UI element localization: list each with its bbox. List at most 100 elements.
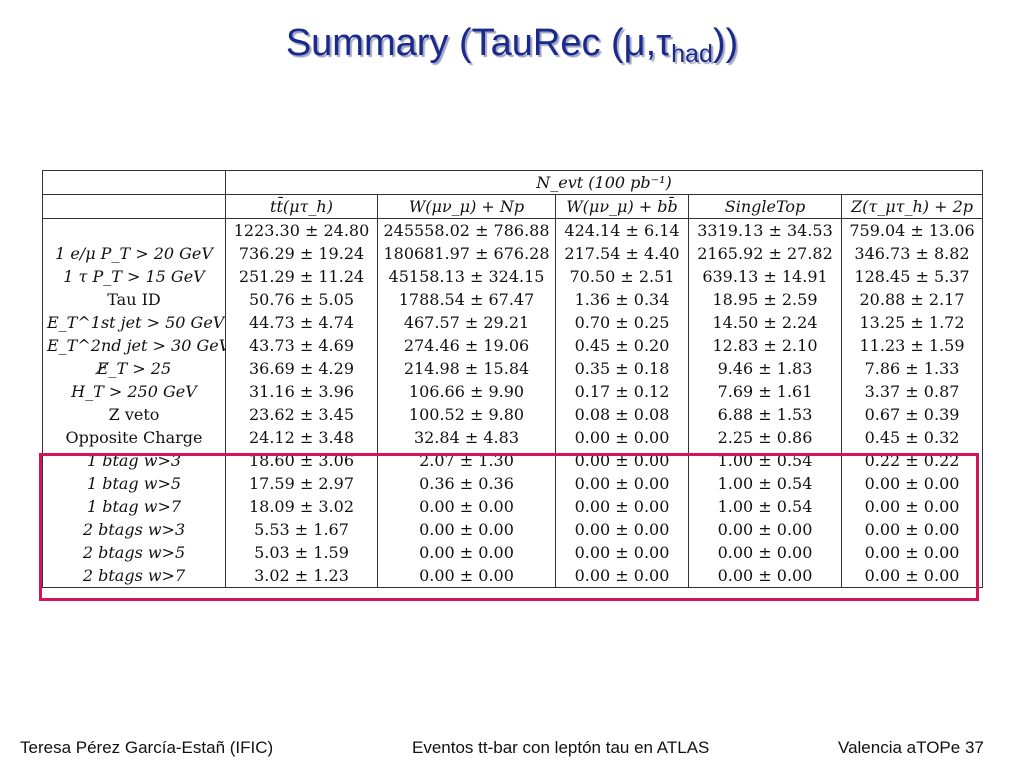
slide-title: Summary (TauRec (μ,τhad)) [0, 22, 1024, 69]
table-cell: 2.25 ± 0.86 [688, 426, 842, 449]
table-cell: 45158.13 ± 324.15 [377, 265, 556, 288]
table-cell: 467.57 ± 29.21 [377, 311, 556, 334]
corner-cell [42, 170, 226, 195]
row-label: 1 btag w>5 [42, 472, 226, 495]
column-header-row: tt̄(μτ_h) W(μν_μ) + Np W(μν_μ) + bb̄ Sin… [42, 194, 984, 219]
table-row: 1 btag w>7 18.09 ± 3.02 0.00 ± 0.00 0.00 ± … [42, 495, 984, 518]
table-cell: 0.67 ± 0.39 [840, 403, 984, 426]
table-cell: 20.88 ± 2.17 [840, 288, 984, 311]
table-cell: 0.00 ± 0.00 [840, 564, 984, 588]
table-cell: 7.69 ± 1.61 [688, 380, 842, 403]
table-cell: 1223.30 ± 24.80 [225, 218, 378, 242]
table-cell: 736.29 ± 19.24 [225, 242, 378, 265]
table-cell: 0.00 ± 0.00 [688, 518, 842, 541]
table-cell: 12.83 ± 2.10 [688, 334, 842, 357]
table-cell: 3.02 ± 1.23 [225, 564, 378, 588]
table-cell: 1788.54 ± 67.47 [377, 288, 556, 311]
group-header: N_evt (100 pb⁻¹) [224, 170, 984, 195]
table-cell: 18.09 ± 3.02 [225, 495, 378, 518]
table-cell: 274.46 ± 19.06 [377, 334, 556, 357]
table-cell: 32.84 ± 4.83 [377, 426, 556, 449]
row-label: 1 τ P_T > 15 GeV [42, 265, 226, 288]
event-yield-table: N_evt (100 pb⁻¹) tt̄(μτ_h) W(μν_μ) + Np … [42, 170, 984, 588]
table-row: 2 btags w>7 3.02 ± 1.23 0.00 ± 0.00 0.00 ± … [42, 564, 984, 588]
table-cell: 0.35 ± 0.18 [555, 357, 689, 380]
table-cell: 0.00 ± 0.00 [840, 495, 984, 518]
table-cell: 1.00 ± 0.54 [688, 495, 842, 518]
table-row: 2 btags w>5 5.03 ± 1.59 0.00 ± 0.00 0.00 ± … [42, 541, 984, 564]
table-cell: 0.00 ± 0.00 [555, 518, 689, 541]
table-row: 1 btag w>5 17.59 ± 2.97 0.36 ± 0.36 0.00 ± … [42, 472, 984, 495]
row-label: E_T^1st jet > 50 GeV [42, 311, 226, 334]
title-end: )) [712, 22, 739, 64]
table-cell: 0.45 ± 0.32 [840, 426, 984, 449]
table-cell: 0.00 ± 0.00 [555, 495, 689, 518]
table-cell: 639.13 ± 14.91 [688, 265, 842, 288]
row-label: 1 e/μ P_T > 20 GeV [42, 242, 226, 265]
corner-cell-2 [42, 194, 226, 219]
table-cell: 100.52 ± 9.80 [377, 403, 556, 426]
table-cell: 13.25 ± 1.72 [840, 311, 984, 334]
table-cell: 2165.92 ± 27.82 [688, 242, 842, 265]
table-row: Opposite Charge 24.12 ± 3.48 32.84 ± 4.83 0… [42, 426, 984, 449]
table-cell: 346.73 ± 8.82 [840, 242, 984, 265]
table-row: Tau ID 50.76 ± 5.05 1788.54 ± 67.47 1.36 ± … [42, 288, 984, 311]
table-cell: 0.36 ± 0.36 [377, 472, 556, 495]
table-cell: 18.95 ± 2.59 [688, 288, 842, 311]
column-header: tt̄(μτ_h) [225, 194, 378, 219]
row-label: E_T^2nd jet > 30 GeV [42, 334, 226, 357]
table-cell: 0.08 ± 0.08 [555, 403, 689, 426]
highlight-box [39, 453, 979, 601]
row-label [42, 218, 226, 242]
title-main: Summary (TauRec (μ,τ [285, 22, 672, 64]
table-cell: 1.00 ± 0.54 [688, 472, 842, 495]
table-cell: 3319.13 ± 34.53 [688, 218, 842, 242]
footer-author: Teresa Pérez García-Estañ (IFIC) [20, 738, 274, 757]
table-cell: 36.69 ± 4.29 [225, 357, 378, 380]
table-cell: 0.00 ± 0.00 [840, 518, 984, 541]
table-cell: 6.88 ± 1.53 [688, 403, 842, 426]
table-cell: 0.00 ± 0.00 [377, 518, 556, 541]
table-cell: 5.53 ± 1.67 [225, 518, 378, 541]
row-label: 2 btags w>3 [42, 518, 226, 541]
table-row: E_T^2nd jet > 30 GeV 43.73 ± 4.69 274.46 ±… [42, 334, 984, 357]
table-row: H_T > 250 GeV 31.16 ± 3.96 106.66 ± 9.90 0.… [42, 380, 984, 403]
row-label: Z veto [42, 403, 226, 426]
table-cell: 0.45 ± 0.20 [555, 334, 689, 357]
row-label: Tau ID [42, 288, 226, 311]
table-cell: 759.04 ± 13.06 [840, 218, 984, 242]
table-row: Z veto 23.62 ± 3.45 100.52 ± 9.80 0.08 ± 0.… [42, 403, 984, 426]
table-cell: 251.29 ± 11.24 [225, 265, 378, 288]
table-cell: 44.73 ± 4.74 [225, 311, 378, 334]
table-cell: 43.73 ± 4.69 [225, 334, 378, 357]
footer-event-page: Valencia aTOPe 37 [838, 738, 984, 757]
table-cell: 5.03 ± 1.59 [225, 541, 378, 564]
table-cell: 11.23 ± 1.59 [840, 334, 984, 357]
table-row: 2 btags w>3 5.53 ± 1.67 0.00 ± 0.00 0.00 ± … [42, 518, 984, 541]
table-row: E_T^1st jet > 50 GeV 44.73 ± 4.74 467.57 ±… [42, 311, 984, 334]
column-header: W(μν_μ) + Np [377, 194, 556, 219]
table-cell: 424.14 ± 6.14 [555, 218, 689, 242]
column-header: W(μν_μ) + bb̄ [555, 194, 689, 219]
table-cell: 0.00 ± 0.00 [377, 541, 556, 564]
table-cell: 0.00 ± 0.00 [555, 564, 689, 588]
table-cell: 180681.97 ± 676.28 [377, 242, 556, 265]
table-cell: 14.50 ± 2.24 [688, 311, 842, 334]
table-cell: 0.00 ± 0.00 [555, 472, 689, 495]
table-cell: 0.00 ± 0.00 [688, 564, 842, 588]
table-cell: 1.36 ± 0.34 [555, 288, 689, 311]
table-cell: 0.00 ± 0.00 [555, 426, 689, 449]
row-label: Opposite Charge [42, 426, 226, 449]
table-cell: 70.50 ± 2.51 [555, 265, 689, 288]
table-cell: 214.98 ± 15.84 [377, 357, 556, 380]
table-cell: 0.00 ± 0.00 [840, 472, 984, 495]
table-row: E̸_T > 25 36.69 ± 4.29 214.98 ± 15.84 0.35 … [42, 357, 984, 380]
table-cell: 23.62 ± 3.45 [225, 403, 378, 426]
table-cell: 0.00 ± 0.00 [377, 495, 556, 518]
row-label: 2 btags w>7 [42, 564, 226, 588]
table-row: 1 τ P_T > 15 GeV 251.29 ± 11.24 45158.13 ±… [42, 265, 984, 288]
table-cell: 0.70 ± 0.25 [555, 311, 689, 334]
column-header: SingleTop [688, 194, 842, 219]
row-label: 2 btags w>5 [42, 541, 226, 564]
table-cell: 24.12 ± 3.48 [225, 426, 378, 449]
